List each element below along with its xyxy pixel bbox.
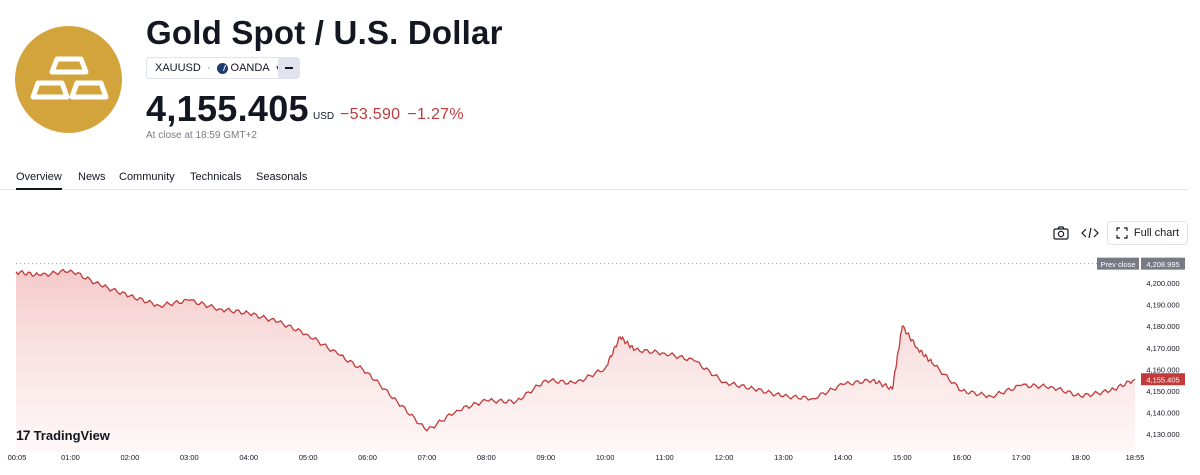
x-tick-label: 14:00 — [833, 453, 852, 462]
x-tick-label: 10:00 — [596, 453, 615, 462]
x-tick-label: 11:00 — [656, 453, 674, 462]
y-tick-label: 4,180.000 — [1146, 322, 1179, 331]
broker-name: OANDA — [230, 62, 270, 74]
prev-close-value-bg — [1141, 257, 1185, 270]
change-percent: −1.27% — [407, 106, 464, 123]
y-tick-label: 4,190.000 — [1146, 301, 1179, 310]
x-tick-label: 05:00 — [299, 453, 318, 462]
price-chart[interactable]: Prev close 4,208.995 4,200.000 4,190.000 4,… — [0, 255, 1200, 475]
chart-area-fill — [16, 269, 1135, 452]
x-tick-label: 09:00 — [536, 453, 555, 462]
expand-icon — [1116, 227, 1128, 239]
x-tick-label: 18:00 — [1071, 453, 1090, 462]
price-change: −53.590 −1.27% — [340, 106, 464, 124]
embed-button[interactable] — [1078, 221, 1102, 245]
full-chart-label: Full chart — [1133, 227, 1180, 239]
tab-technicals[interactable]: Technicals — [190, 171, 242, 183]
tradingview-wordmark: TradingView — [33, 427, 110, 443]
x-tick-label: 16:00 — [952, 453, 971, 462]
x-tick-label: 13:00 — [774, 453, 793, 462]
y-tick-label: 4,170.000 — [1146, 344, 1179, 353]
symbol-logo — [15, 26, 122, 133]
chart-series-line — [15, 268, 1136, 432]
x-tick-label: 03:00 — [180, 453, 199, 462]
code-icon — [1081, 227, 1099, 239]
camera-icon — [1053, 226, 1069, 240]
market-close-note: At close at 18:59 GMT+2 — [146, 130, 257, 141]
tradingview-logo[interactable]: 17 TradingView — [16, 427, 110, 443]
tab-overview[interactable]: Overview — [16, 171, 62, 190]
x-tick-label: 02:00 — [120, 453, 139, 462]
x-tick-label: 04:00 — [239, 453, 258, 462]
tab-community[interactable]: Community — [119, 171, 175, 183]
y-tick-label: 4,130.000 — [1146, 430, 1179, 439]
x-tick-label: 01:00 — [61, 453, 80, 462]
x-tick-label: 18:55 — [1126, 453, 1145, 462]
y-tick-label: 4,150.000 — [1146, 387, 1179, 396]
tradingview-mark: 17 — [16, 427, 31, 443]
snapshot-button[interactable] — [1050, 221, 1072, 245]
y-tick-label: 4,140.000 — [1146, 408, 1179, 417]
x-tick-label: 12:00 — [715, 453, 734, 462]
prev-close-label: Prev close — [1100, 260, 1135, 269]
broker-icon — [216, 62, 228, 74]
y-tick-label: 4,160.000 — [1146, 365, 1179, 374]
last-price-label: 4,155.405 — [1146, 376, 1179, 385]
prev-close-value: 4,208.995 — [1146, 260, 1179, 269]
x-tick-label: 08:00 — [477, 453, 496, 462]
last-price: 4,155.405 — [146, 88, 309, 129]
x-tick-label: 15:00 — [893, 453, 912, 462]
x-tick-label: 17:00 — [1012, 453, 1031, 462]
minus-icon — [285, 67, 293, 69]
full-chart-button[interactable]: Full chart — [1107, 221, 1188, 245]
change-absolute: −53.590 — [340, 106, 401, 123]
more-options-button[interactable] — [278, 57, 300, 79]
price-currency: USD — [313, 111, 335, 122]
last-price-label-bg — [1141, 373, 1185, 386]
gold-bars-icon — [30, 56, 109, 100]
x-tick-label: 00:05 — [8, 453, 27, 462]
prev-close-label-bg — [1097, 257, 1139, 270]
symbol-exchange-selector[interactable]: XAUUSD · OANDA ▼ — [146, 57, 292, 79]
separator: · — [206, 62, 211, 74]
x-tick-label: 06:00 — [358, 453, 377, 462]
symbol-ticker: XAUUSD — [155, 62, 201, 74]
tab-seasonals[interactable]: Seasonals — [256, 171, 308, 183]
page-title: Gold Spot / U.S. Dollar — [146, 14, 503, 51]
x-tick-label: 07:00 — [418, 453, 437, 462]
tab-news[interactable]: News — [78, 171, 106, 183]
y-tick-label: 4,200.000 — [1146, 279, 1179, 288]
symbol-tabs: Overview News Community Technicals Seaso… — [0, 170, 1188, 190]
